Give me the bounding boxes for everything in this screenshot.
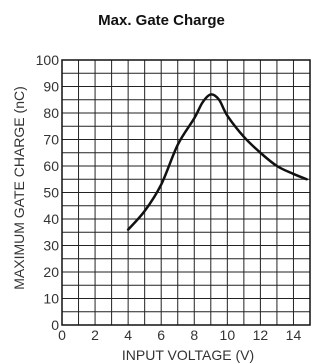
y-tick-label: 60 (43, 158, 59, 174)
y-tick-label: 0 (51, 317, 59, 333)
y-axis-label: MAXIMUM GATE CHARGE (nC) (11, 86, 27, 290)
y-tick-label: 30 (43, 238, 59, 254)
grid (61, 59, 311, 326)
y-tick-label: 70 (43, 132, 59, 148)
y-tick-label: 80 (43, 105, 59, 121)
x-tick-label: 2 (91, 327, 99, 343)
series-line (126, 93, 308, 231)
x-tick-label: 0 (58, 327, 66, 343)
x-tick-label: 4 (124, 327, 132, 343)
x-tick-label: 8 (190, 327, 198, 343)
x-axis-label: INPUT VOLTAGE (V) (122, 347, 254, 363)
y-tick-labels: 0 10 20 30 40 50 60 70 80 90 100 (36, 52, 60, 333)
x-tick-label: 6 (157, 327, 165, 343)
x-tick-label: 10 (220, 327, 236, 343)
y-tick-label: 20 (43, 264, 59, 280)
y-tick-label: 50 (43, 185, 59, 201)
series (126, 93, 308, 231)
x-tick-label: 14 (286, 327, 302, 343)
plot-frame (61, 59, 311, 326)
axes (61, 59, 311, 326)
y-tick-label: 90 (43, 79, 59, 95)
x-tick-labels: 0 2 4 6 8 10 12 14 (58, 327, 301, 343)
chart-title: Max. Gate Charge (98, 12, 225, 29)
y-tick-label: 10 (43, 291, 59, 307)
y-tick-label: 100 (36, 52, 60, 68)
y-tick-label: 40 (43, 211, 59, 227)
x-tick-label: 12 (253, 327, 269, 343)
